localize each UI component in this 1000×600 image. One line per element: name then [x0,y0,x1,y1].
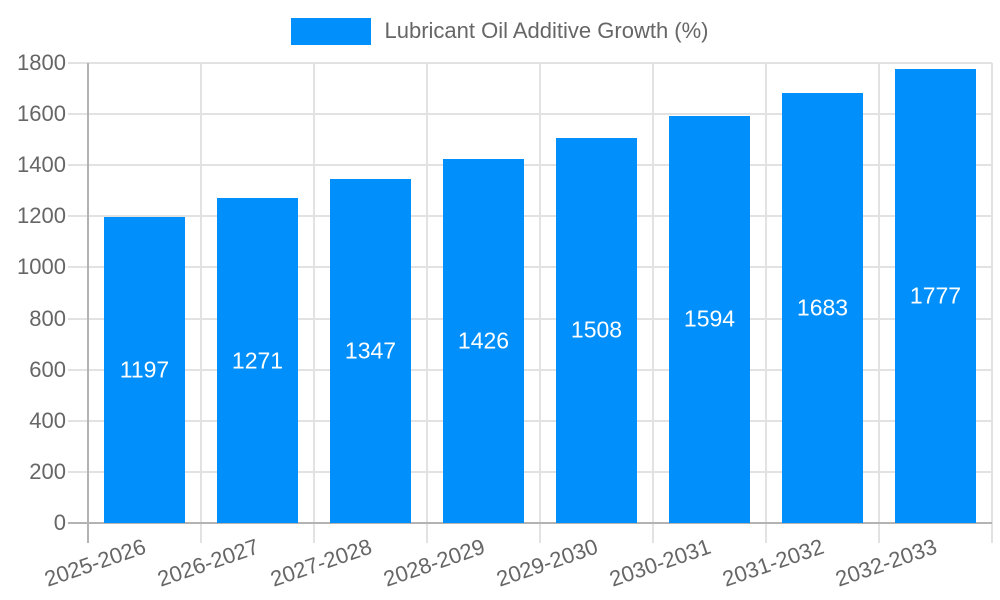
y-axis-tick-label: 600 [29,356,66,382]
y-gridline [68,266,992,269]
x-gridline [765,63,767,543]
bar-value-label: 1508 [570,316,623,343]
y-gridline [68,317,992,320]
y-axis-tick-label: 1200 [17,203,66,229]
bar-2030-2031[interactable] [669,115,750,523]
bar-value-label: 1594 [683,305,736,332]
x-gridline [200,63,202,543]
y-axis-tick-label: 1400 [17,152,66,178]
bar-2026-2027[interactable] [217,198,298,523]
legend-swatch-icon [291,17,372,45]
bar-2025-2026[interactable] [104,217,185,523]
y-gridline [68,62,992,64]
legend-series-label: Lubricant Oil Additive Growth (%) [384,18,709,43]
bar-value-label: 1271 [231,347,284,374]
y-axis-tick-label: 400 [29,407,66,433]
x-gridline [991,63,993,543]
y-gridline [68,164,992,167]
y-axis-tick-label: 1000 [17,254,66,280]
bar-2028-2029[interactable] [443,158,524,523]
y-gridline [68,113,992,116]
bar-value-label: 1683 [796,294,849,321]
chart-legend[interactable]: Lubricant Oil Additive Growth (%) [0,14,1000,48]
y-gridline [68,368,992,371]
x-gridline [878,63,880,543]
bar-2031-2032[interactable] [782,92,863,523]
y-axis-tick-label: 1800 [17,50,66,75]
y-axis-tick-label: 1600 [17,101,66,127]
y-gridline [68,215,992,218]
x-gridline [652,63,654,543]
bar-value-label: 1197 [119,356,170,383]
x-gridline [426,63,428,543]
bar-2032-2033[interactable] [895,68,976,523]
bar-value-label: 1426 [457,327,510,354]
x-gridline [539,63,541,543]
y-gridline [68,470,992,473]
y-axis-tick-label: 200 [29,458,66,484]
x-gridline [313,63,315,543]
y-axis-tick-label: 800 [29,305,66,331]
bar-2029-2030[interactable] [556,137,637,523]
bar-value-label: 1777 [909,282,962,309]
bar-2027-2028[interactable] [330,178,411,523]
y-gridline [68,419,992,422]
bar-value-label: 1347 [344,337,397,364]
y-axis-tick-label: 0 [53,510,66,535]
x-axis-line [68,522,992,524]
y-axis-line [87,63,89,543]
